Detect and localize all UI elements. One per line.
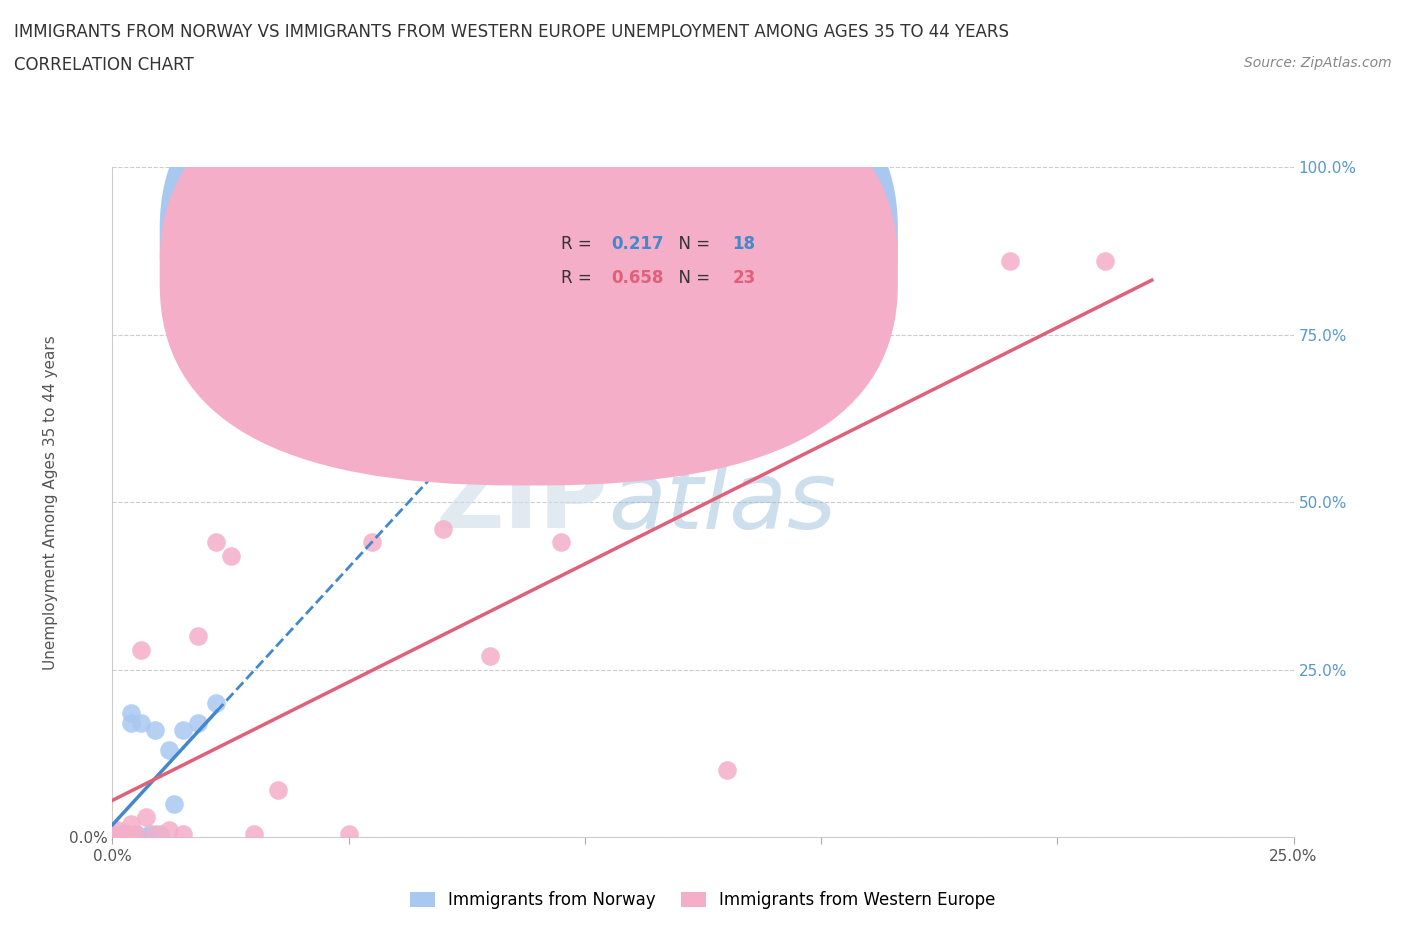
- Text: IMMIGRANTS FROM NORWAY VS IMMIGRANTS FROM WESTERN EUROPE UNEMPLOYMENT AMONG AGES: IMMIGRANTS FROM NORWAY VS IMMIGRANTS FRO…: [14, 23, 1010, 41]
- Legend: Immigrants from Norway, Immigrants from Western Europe: Immigrants from Norway, Immigrants from …: [404, 884, 1002, 916]
- Point: [111, 826, 134, 841]
- Text: atlas: atlas: [609, 457, 837, 548]
- Point: [115, 826, 138, 841]
- Point: [267, 783, 290, 798]
- Point: [149, 826, 172, 841]
- Point: [716, 763, 738, 777]
- Point: [120, 706, 142, 721]
- Point: [157, 742, 180, 757]
- Text: 0.658: 0.658: [610, 269, 664, 286]
- Text: 23: 23: [733, 269, 756, 286]
- FancyBboxPatch shape: [160, 27, 898, 452]
- Point: [143, 826, 166, 841]
- Point: [205, 535, 228, 550]
- Point: [432, 522, 454, 537]
- Point: [125, 826, 148, 841]
- Point: [125, 826, 148, 841]
- Point: [115, 826, 138, 841]
- Y-axis label: Unemployment Among Ages 35 to 44 years: Unemployment Among Ages 35 to 44 years: [42, 335, 58, 670]
- FancyBboxPatch shape: [478, 207, 880, 308]
- Point: [135, 809, 157, 824]
- Point: [105, 830, 128, 844]
- Text: ZIP: ZIP: [436, 457, 609, 548]
- Point: [101, 830, 124, 844]
- Point: [186, 629, 208, 644]
- Text: 18: 18: [733, 235, 755, 253]
- Point: [139, 826, 162, 841]
- Point: [479, 649, 502, 664]
- Point: [243, 826, 266, 841]
- Point: [998, 254, 1021, 269]
- Point: [120, 817, 142, 831]
- Text: R =: R =: [561, 235, 598, 253]
- Point: [1094, 254, 1116, 269]
- Point: [105, 823, 128, 838]
- Point: [120, 716, 142, 731]
- Point: [115, 830, 138, 844]
- FancyBboxPatch shape: [160, 60, 898, 485]
- Point: [143, 723, 166, 737]
- Point: [337, 826, 360, 841]
- Point: [172, 826, 194, 841]
- Point: [135, 830, 157, 844]
- Text: N =: N =: [668, 269, 714, 286]
- Text: R =: R =: [561, 269, 598, 286]
- Point: [361, 535, 384, 550]
- Point: [129, 716, 152, 731]
- Text: Source: ZipAtlas.com: Source: ZipAtlas.com: [1244, 56, 1392, 70]
- Point: [219, 549, 242, 564]
- Point: [205, 696, 228, 711]
- Point: [157, 823, 180, 838]
- Text: CORRELATION CHART: CORRELATION CHART: [14, 56, 194, 73]
- Point: [186, 716, 208, 731]
- Text: 0.217: 0.217: [610, 235, 664, 253]
- Point: [172, 723, 194, 737]
- Point: [101, 826, 124, 841]
- Text: N =: N =: [668, 235, 714, 253]
- Point: [129, 642, 152, 657]
- Point: [163, 796, 186, 811]
- Point: [550, 535, 572, 550]
